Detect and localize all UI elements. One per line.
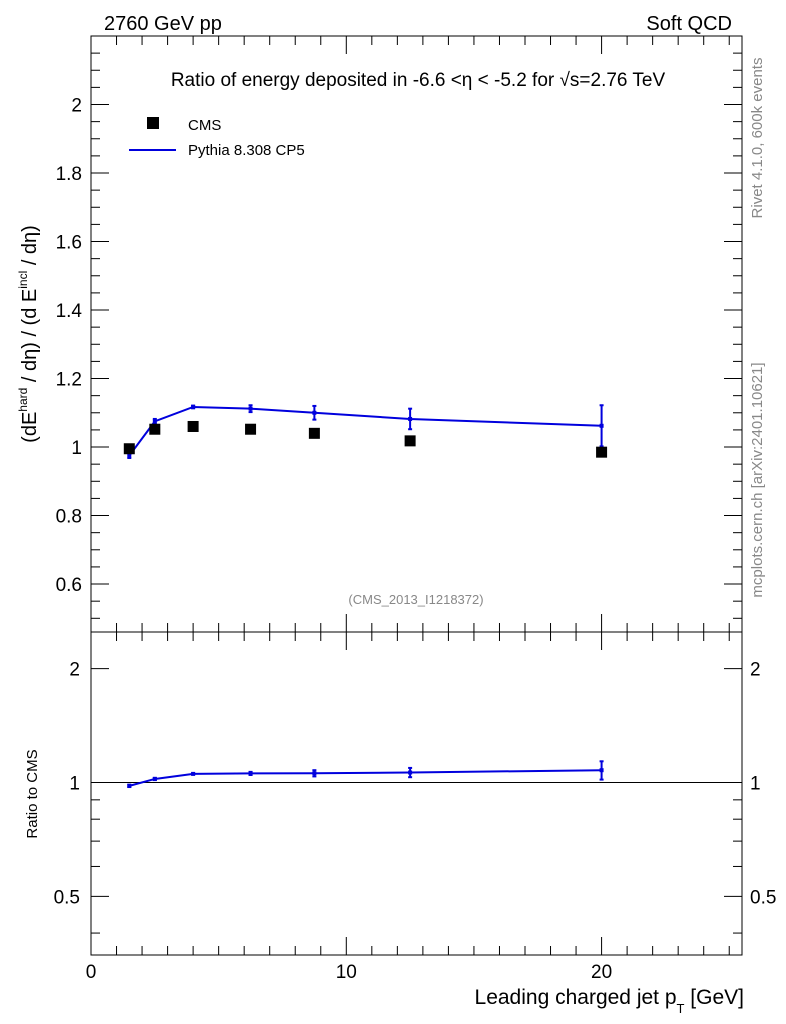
legend-cms-label: CMS (188, 117, 221, 134)
main-ytick-label: 0.8 (56, 507, 82, 528)
main-y-label-a: (dE (19, 412, 41, 443)
main-y-label-sup2: incl (16, 271, 30, 289)
cms-point (245, 423, 257, 435)
x-axis-label-a: Leading charged jet p (475, 986, 677, 1009)
cms-point (308, 427, 320, 439)
main-ytick-label: 1.6 (56, 233, 82, 254)
cms-point (123, 443, 135, 455)
ratio-axis-ticks: 0.5 0.51 12 20 10 20 (54, 632, 776, 983)
main-data-series (123, 420, 608, 458)
mc-point (191, 404, 196, 409)
ratio-ytick-label-left: 0.5 (54, 887, 80, 908)
x-axis-label-c: [GeV] (684, 986, 744, 1009)
mc-point (152, 419, 157, 424)
ratio-mc-point (191, 771, 196, 776)
xtick-label: 10 (336, 962, 357, 983)
ratio-ytick-label-left: 2 (69, 660, 80, 681)
mc-point (312, 410, 317, 415)
main-y-label: (dEhard / dη) / (d Eincl / dη) (16, 225, 41, 443)
header-left: 2760 GeV pp (104, 13, 222, 35)
cms-point (187, 420, 199, 432)
ratio-ytick-label-left: 1 (69, 774, 80, 795)
legend-pythia-label: Pythia 8.308 CP5 (188, 142, 305, 159)
ratio-ytick-label-right: 2 (750, 660, 761, 681)
ratio-mc-line (129, 769, 602, 787)
main-ytick-label: 0.6 (56, 575, 82, 596)
ratio-y-label: Ratio to CMS (24, 749, 41, 838)
main-ytick-label: 1 (71, 438, 82, 459)
mc-point (408, 416, 413, 421)
ratio-ytick-label-right: 1 (750, 774, 761, 795)
x-axis-label-sub: T (677, 1001, 685, 1016)
mc-point (248, 406, 253, 411)
main-ytick-label: 1.4 (56, 301, 83, 322)
main-ytick-label: 2 (71, 96, 82, 117)
ratio-panel-frame (90, 631, 743, 956)
main-y-label-e: / dη) (19, 225, 41, 271)
cms-point (149, 423, 161, 435)
mc-point (599, 423, 604, 428)
mc-line (128, 405, 602, 457)
rivet-label: Rivet 4.1.0, 600k events (749, 58, 766, 219)
main-axis-ticks: 0.6 0.8 1 1.2 1.4 1.6 1.8 2 (56, 36, 742, 632)
legend-cms-marker (147, 117, 159, 129)
main-ytick-label: 1.8 (56, 164, 82, 185)
main-y-label-c: / dη) / (d E (19, 289, 41, 388)
ratio-mc-point (599, 768, 604, 773)
ratio-ytick-label-right: 0.5 (750, 887, 776, 908)
watermark: (CMS_2013_I1218372) (348, 592, 483, 607)
ratio-mc-point (152, 776, 157, 781)
cms-point (404, 435, 416, 447)
ratio-mc-point (312, 771, 317, 776)
legend: CMS Pythia 8.308 CP5 (129, 117, 305, 159)
ratio-mc-point (408, 770, 413, 775)
x-axis-label: Leading charged jet pT [GeV] (475, 986, 744, 1016)
header-right: Soft QCD (646, 13, 732, 35)
main-mc-series (127, 404, 604, 459)
ratio-mc-point (248, 771, 253, 776)
source-label: mcplots.cern.ch [arXiv:2401.10621] (749, 362, 766, 597)
cms-point (596, 446, 608, 458)
main-ytick-label: 1.2 (56, 370, 82, 391)
ratio-mc-point (127, 783, 132, 788)
main-y-label-sup1: hard (16, 388, 30, 412)
ratio-mc-series (127, 760, 604, 789)
chart-title: Ratio of energy deposited in -6.6 <η < -… (171, 70, 666, 91)
xtick-label: 20 (591, 962, 612, 983)
mc-point (127, 453, 132, 458)
xtick-label: 0 (86, 962, 97, 983)
